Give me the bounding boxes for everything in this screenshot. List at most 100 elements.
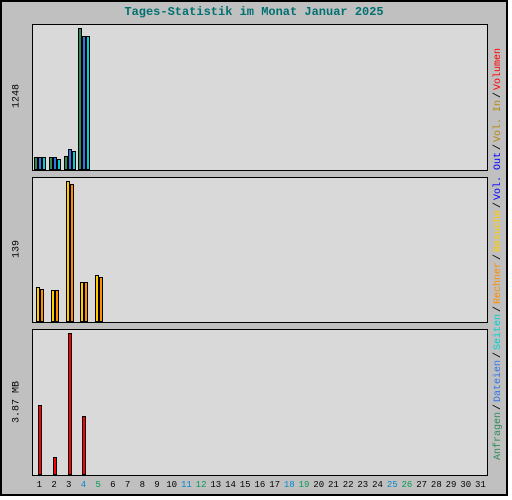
day-slot xyxy=(135,330,150,475)
day-slot xyxy=(209,25,224,170)
day-slot xyxy=(311,330,326,475)
day-slot xyxy=(267,330,282,475)
bar xyxy=(99,277,103,322)
day-slot xyxy=(179,178,194,323)
bar xyxy=(53,457,57,475)
x-tick: 4 xyxy=(76,478,91,494)
x-tick: 21 xyxy=(326,478,341,494)
day-slot xyxy=(179,330,194,475)
day-slot xyxy=(458,25,473,170)
day-slot xyxy=(165,178,180,323)
day-slot xyxy=(414,25,429,170)
day-slot xyxy=(443,25,458,170)
bar xyxy=(72,151,76,170)
day-slot xyxy=(384,330,399,475)
bar xyxy=(42,157,46,169)
day-slot xyxy=(238,330,253,475)
bar xyxy=(84,282,88,323)
day-slot xyxy=(150,25,165,170)
plot-area xyxy=(32,329,488,476)
legend: Volumen/Vol. In/Vol. Out/Besuche/Rechner… xyxy=(492,24,504,460)
x-tick: 18 xyxy=(282,478,297,494)
day-slot xyxy=(135,25,150,170)
day-slot xyxy=(77,25,92,170)
day-slot xyxy=(282,178,297,323)
day-slot xyxy=(458,330,473,475)
day-slot xyxy=(106,178,121,323)
x-tick: 9 xyxy=(150,478,165,494)
day-slot xyxy=(121,25,136,170)
chart-title: Tages-Statistik im Monat Januar 2025 xyxy=(2,2,506,20)
day-slot xyxy=(458,178,473,323)
day-slot xyxy=(150,330,165,475)
day-slot xyxy=(48,330,63,475)
day-slot xyxy=(223,178,238,323)
legend-separator: / xyxy=(493,350,504,360)
plot-area xyxy=(32,177,488,324)
day-slot xyxy=(238,25,253,170)
legend-separator: / xyxy=(493,304,504,314)
x-tick: 26 xyxy=(400,478,415,494)
day-slot xyxy=(297,330,312,475)
day-slot xyxy=(297,178,312,323)
day-slot xyxy=(472,25,487,170)
day-slot xyxy=(399,330,414,475)
day-slot xyxy=(443,178,458,323)
bar xyxy=(38,405,42,475)
x-tick: 30 xyxy=(458,478,473,494)
x-tick: 29 xyxy=(444,478,459,494)
day-slot xyxy=(238,178,253,323)
day-slot xyxy=(194,330,209,475)
day-slot xyxy=(135,178,150,323)
x-axis: 1234567891011121314151617181920212223242… xyxy=(2,478,506,494)
legend-item: Seiten xyxy=(493,314,504,350)
x-tick: 3 xyxy=(61,478,76,494)
day-slot xyxy=(370,178,385,323)
day-slot xyxy=(33,25,48,170)
day-slot xyxy=(311,178,326,323)
day-slot xyxy=(209,330,224,475)
day-slot xyxy=(370,25,385,170)
x-tick: 8 xyxy=(135,478,150,494)
bar xyxy=(68,333,72,475)
day-slot xyxy=(428,25,443,170)
legend-item: Vol. In xyxy=(493,100,504,142)
x-tick: 22 xyxy=(341,478,356,494)
x-tick: 11 xyxy=(179,478,194,494)
day-slot xyxy=(92,25,107,170)
day-slot xyxy=(340,25,355,170)
bar xyxy=(86,36,90,169)
x-tick: 5 xyxy=(91,478,106,494)
x-tick: 16 xyxy=(253,478,268,494)
day-slot xyxy=(223,330,238,475)
x-tick: 23 xyxy=(355,478,370,494)
day-slot xyxy=(253,330,268,475)
day-slot xyxy=(428,330,443,475)
stats-frame: Tages-Statistik im Monat Januar 2025 124… xyxy=(0,0,508,496)
bar xyxy=(82,416,86,475)
x-tick: 31 xyxy=(473,478,488,494)
day-slot xyxy=(106,330,121,475)
day-slot xyxy=(340,330,355,475)
plot-area xyxy=(32,24,488,171)
chart-panel: 1248 xyxy=(2,20,502,173)
day-slot xyxy=(253,25,268,170)
x-tick: 17 xyxy=(267,478,282,494)
x-tick: 6 xyxy=(106,478,121,494)
x-tick: 24 xyxy=(370,478,385,494)
day-slot xyxy=(106,25,121,170)
day-slot xyxy=(92,330,107,475)
day-slot xyxy=(150,178,165,323)
day-slot xyxy=(297,25,312,170)
legend-item: Besuche xyxy=(493,210,504,252)
day-slot xyxy=(165,25,180,170)
day-slot xyxy=(209,178,224,323)
day-slot xyxy=(33,178,48,323)
x-tick: 25 xyxy=(385,478,400,494)
day-slot xyxy=(282,25,297,170)
y-axis-label: 1248 xyxy=(12,84,23,108)
legend-separator: / xyxy=(493,200,504,210)
x-tick: 10 xyxy=(164,478,179,494)
chart-panel: 139 xyxy=(2,173,502,326)
x-tick: 27 xyxy=(414,478,429,494)
